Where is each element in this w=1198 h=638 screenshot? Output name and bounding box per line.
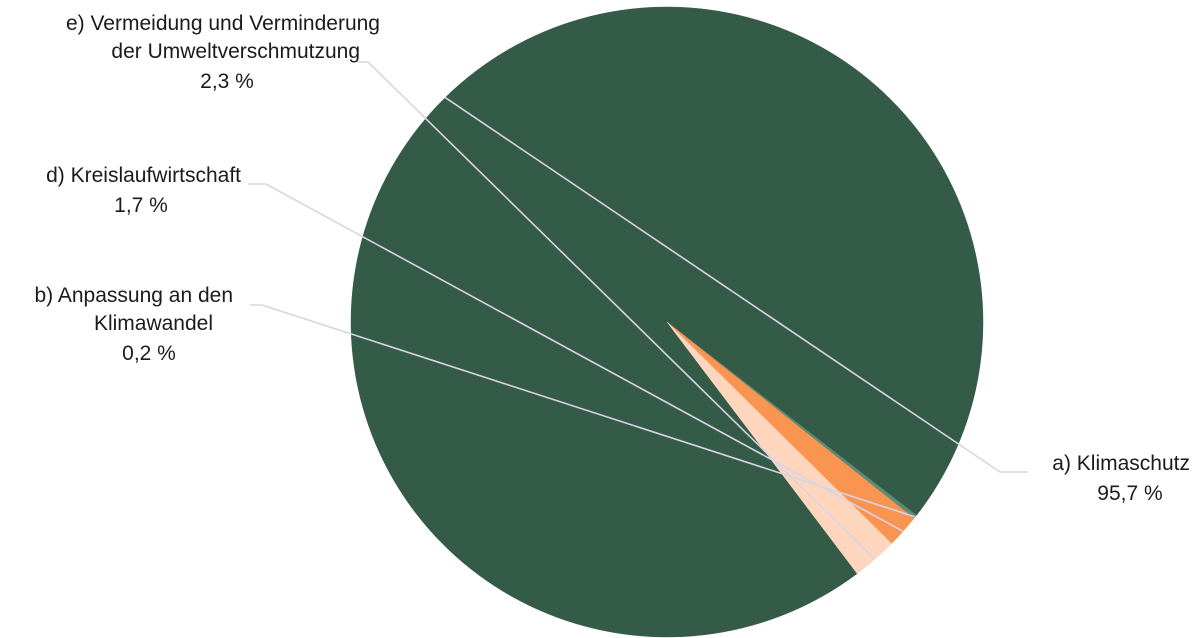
- leader-line-e: [358, 61, 876, 560]
- slice-value-d: 1,7 %: [114, 194, 168, 217]
- leader-line-a: [444, 96, 1028, 473]
- leader-line-d: [248, 183, 904, 533]
- slice-label-e: e) Vermeidung und Verminderung der Umwelt…: [66, 12, 380, 63]
- slice-label-d: d) Kreislaufwirtschaft: [46, 164, 241, 187]
- slice-value-b: 0,2 %: [122, 342, 176, 365]
- slice-value-a: 95,7 %: [1097, 482, 1162, 505]
- slice-label-a: a) Klimaschutz: [1052, 452, 1190, 475]
- leader-line-b: [250, 304, 916, 518]
- slice-value-e: 2,3 %: [200, 70, 254, 93]
- pie-slice-e: [666, 321, 892, 574]
- slice-label-b: b) Anpassung an den Klimawandel: [35, 284, 234, 335]
